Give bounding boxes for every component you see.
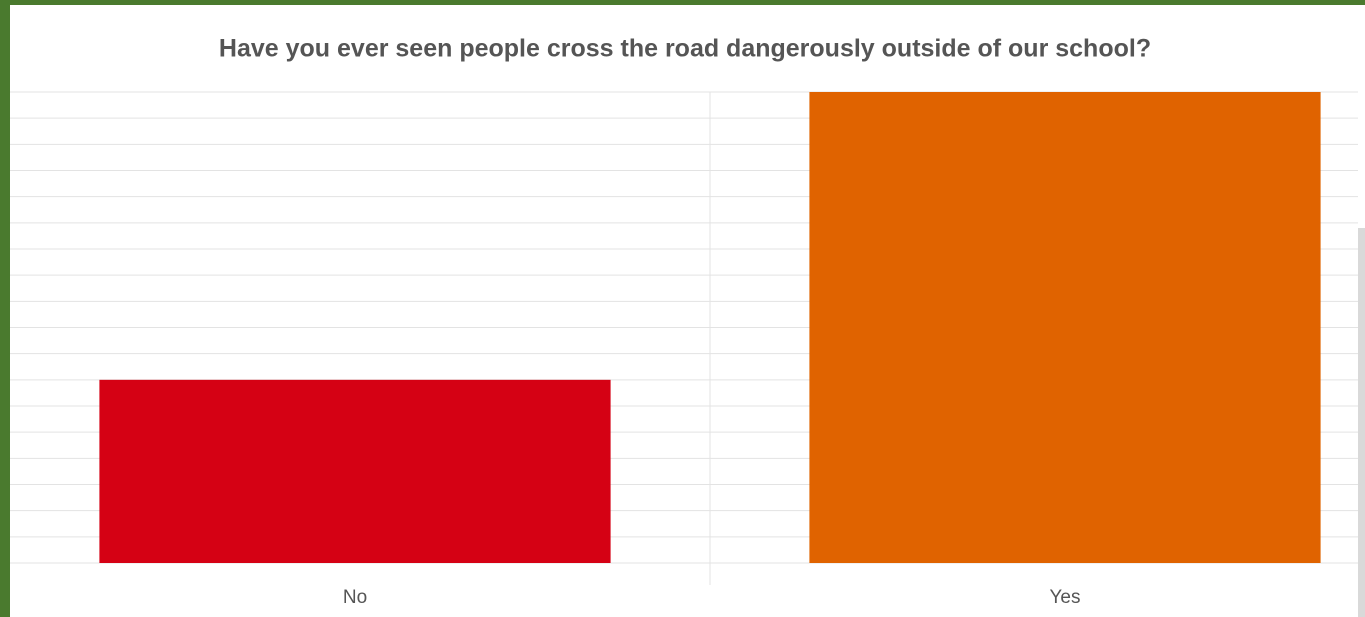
x-tick-label: No	[343, 587, 367, 608]
bar	[99, 379, 611, 563]
side-edge	[1358, 228, 1365, 617]
x-tick-label: Yes	[1050, 587, 1081, 608]
bar	[809, 92, 1321, 563]
chart-title: Have you ever seen people cross the road…	[219, 35, 1151, 63]
